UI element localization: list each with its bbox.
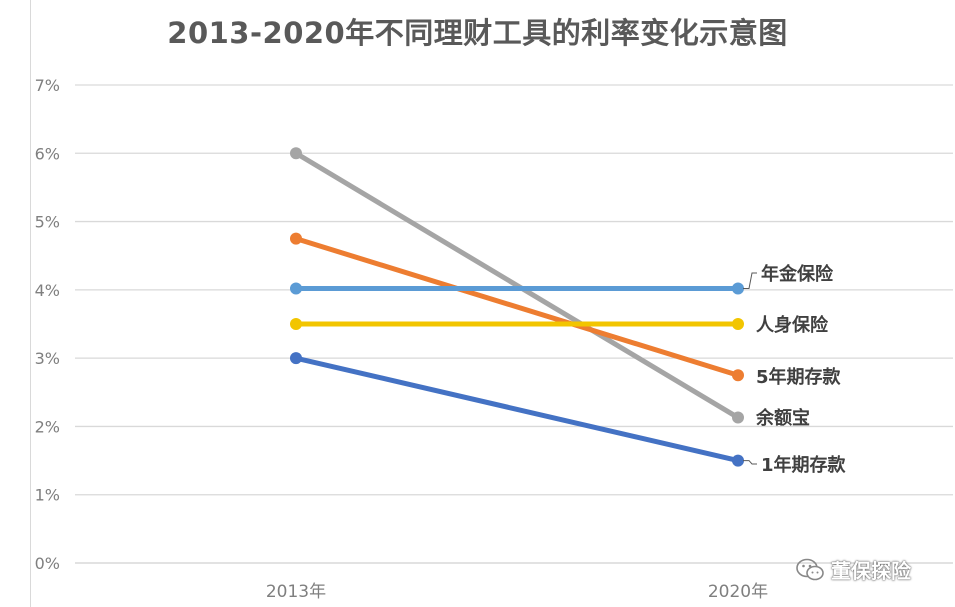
data-point bbox=[290, 352, 302, 365]
y-tick-label: 5% bbox=[35, 213, 60, 232]
data-point bbox=[290, 147, 302, 160]
x-tick-label: 2013年 bbox=[266, 582, 326, 602]
y-tick-label: 3% bbox=[35, 349, 60, 368]
series-line bbox=[293, 355, 741, 464]
data-point bbox=[290, 318, 302, 330]
chart-title: 2013-2020年不同理财工具的利率变化示意图 bbox=[167, 16, 788, 50]
series-label: 年金保险 bbox=[761, 263, 834, 285]
y-tick-label: 1% bbox=[35, 486, 60, 505]
page-edge-line bbox=[30, 0, 31, 607]
data-point bbox=[732, 454, 744, 467]
wechat-icon bbox=[796, 558, 824, 580]
data-point bbox=[732, 318, 744, 330]
x-tick-label: 2020年 bbox=[708, 582, 768, 602]
series-label: 余额宝 bbox=[755, 407, 810, 429]
y-tick-labels: 0% 1% 2% 3% 4% 5% 6% 7% bbox=[35, 76, 60, 573]
series-line bbox=[293, 150, 741, 421]
y-tick-label: 0% bbox=[35, 554, 60, 573]
data-point bbox=[732, 282, 744, 295]
series-label: 5年期存款 bbox=[756, 366, 842, 388]
label-leader bbox=[743, 272, 757, 289]
y-tick-label: 7% bbox=[35, 76, 60, 95]
series-label: 人身保险 bbox=[756, 314, 829, 336]
series-line bbox=[293, 236, 741, 378]
series-label: 1年期存款 bbox=[761, 454, 847, 476]
y-tick-label: 4% bbox=[35, 281, 60, 300]
y-tick-label: 6% bbox=[35, 144, 60, 163]
label-leader bbox=[743, 460, 757, 465]
watermark: 董保探险 bbox=[795, 555, 911, 584]
data-point bbox=[732, 369, 744, 382]
x-tick-labels: 2013年 2020年 bbox=[266, 582, 768, 602]
series-lines bbox=[290, 147, 744, 467]
data-point bbox=[732, 411, 744, 424]
grid-lines bbox=[75, 84, 953, 564]
data-point bbox=[290, 232, 302, 245]
data-point bbox=[290, 282, 302, 295]
y-tick-label: 2% bbox=[35, 417, 60, 436]
watermark-text: 董保探险 bbox=[831, 559, 911, 583]
